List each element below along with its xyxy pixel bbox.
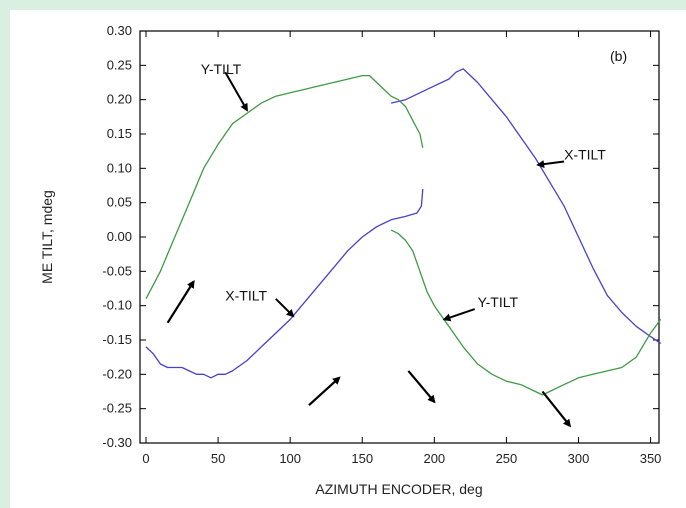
axis-ticks: 0 50 100 150 200 250 300 350 -0.30 -0.25 -0.20 -0.1… — [102, 23, 661, 466]
annotation-arrow — [536, 160, 565, 169]
x-tick-label: 150 — [351, 451, 373, 466]
y-tick-label: 0.20 — [107, 92, 132, 107]
y-tick-label: -0.20 — [102, 366, 132, 381]
direction-arrow — [308, 376, 341, 407]
y-tick-label: 0.10 — [107, 160, 132, 175]
y-tick-label: -0.25 — [102, 401, 132, 416]
annotation-label: Y-TILT — [478, 294, 519, 310]
x-tick-label: 100 — [279, 451, 301, 466]
annotation-arrow — [442, 308, 476, 322]
x-tick-label: 350 — [640, 451, 662, 466]
direction-arrow — [407, 370, 436, 404]
x-tick-label: 300 — [568, 451, 590, 466]
y-tick-label: 0.15 — [107, 126, 132, 141]
y-tilt-line — [390, 229, 662, 396]
x-tilt-line — [390, 68, 662, 344]
annotations: Y-TILT X-TILT X-TILT Y-TILT — [166, 61, 606, 428]
x-tick-label: 0 — [142, 451, 149, 466]
y-tick-label: -0.05 — [102, 263, 132, 278]
annotation-arrow — [224, 71, 248, 112]
tilt-chart: 0 50 100 150 200 250 300 350 -0.30 -0.25 -0.20 -0.1… — [39, 23, 662, 497]
y-tick-label: -0.15 — [102, 332, 132, 347]
data-series — [145, 68, 662, 396]
plot-area-border — [139, 30, 660, 444]
y-tick-label: 0.00 — [107, 229, 132, 244]
annotation-arrow — [275, 298, 295, 318]
y-tilt-line — [145, 74, 424, 300]
y-tick-label: -0.10 — [102, 298, 132, 313]
y-axis-label: ME TILT, mdeg — [39, 190, 55, 284]
y-tick-label: 0.30 — [107, 23, 132, 38]
x-axis-label: AZIMUTH ENCODER, deg — [315, 481, 482, 497]
y-tick-label: 0.25 — [107, 57, 132, 72]
annotation-label: Y-TILT — [201, 61, 242, 77]
x-tick-label: 50 — [211, 451, 225, 466]
direction-arrow — [541, 390, 572, 428]
direction-arrow — [166, 279, 195, 324]
panel-label: (b) — [610, 48, 627, 64]
annotation-label: X-TILT — [225, 287, 267, 303]
x-tick-label: 250 — [496, 451, 518, 466]
x-tick-label: 200 — [423, 451, 445, 466]
annotation-label: X-TILT — [564, 147, 606, 163]
chart-frame: 0 50 100 150 200 250 300 350 -0.30 -0.25 -0.20 -0.1… — [10, 10, 686, 508]
y-tick-label: -0.30 — [102, 435, 132, 450]
y-tick-label: 0.05 — [107, 195, 132, 210]
x-tilt-line — [145, 188, 424, 379]
